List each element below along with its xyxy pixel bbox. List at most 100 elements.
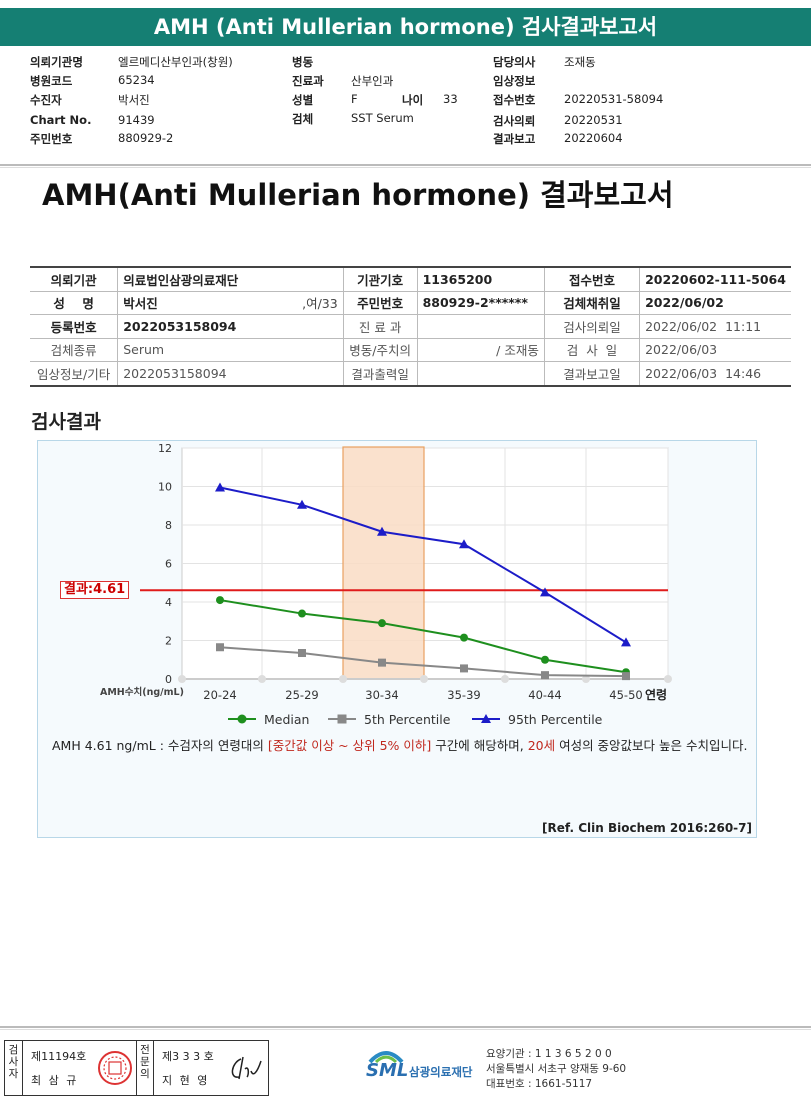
table-row: 의뢰기관 의료법인삼광의료재단 기관기호 11365200 접수번호 20220… [30, 266, 791, 292]
result-value-label: 결과:4.61 [60, 581, 130, 599]
table-cell: 결과보고일 [543, 361, 640, 387]
data-point [541, 655, 549, 664]
table-cell: 2022/06/02 [639, 291, 791, 315]
field-label: 병원코드 [30, 74, 73, 88]
table-cell: Serum [117, 338, 344, 362]
result-description: AMH 4.61 ng/mL : 수검자의 연령대의 [중간값 이상 ~ 상위 … [52, 736, 762, 755]
table-cell: 검체종류 [30, 338, 118, 362]
patient-info-table: 의뢰기관 의료법인삼광의료재단 기관기호 11365200 접수번호 20220… [30, 266, 791, 387]
divider [0, 164, 811, 166]
doctor-license: 제3 3 3 호 [162, 1050, 214, 1063]
x-tick-label: 40-44 [528, 688, 561, 702]
field-label: 나이 [402, 93, 424, 107]
x-tick-label: 20-24 [203, 688, 236, 702]
table-cell: 2022/06/03 [639, 338, 791, 362]
table-cell: 2022053158094 [117, 314, 344, 339]
table-cell [416, 314, 545, 339]
field-value: 엘르메디산부인과(창원) [118, 55, 233, 69]
axis-dot [664, 675, 672, 683]
table-cell: 접수번호 [543, 266, 640, 292]
table-cell: 의료법인삼광의료재단 [117, 266, 344, 292]
table-cell: 주민번호 [342, 291, 418, 315]
field-value: 91439 [118, 113, 155, 127]
table-cell: / 조재동 [416, 338, 545, 362]
field-label: 접수번호 [493, 93, 536, 107]
table-cell: 검 사 일 [543, 338, 640, 362]
legend-marker [237, 714, 247, 724]
legend-marker [337, 714, 347, 724]
table-row: 임상정보/기타 2022053158094 결과출력일 결과보고일 2022/0… [30, 361, 791, 387]
field-label: 검사의뢰 [493, 114, 536, 128]
y-tick-label: 8 [165, 519, 172, 532]
doctor-signature-icon [231, 1056, 262, 1080]
table-cell: 검체채취일 [543, 291, 640, 315]
field-label: 수진자 [30, 93, 62, 107]
table-cell: 의뢰기관 [30, 266, 118, 292]
desc-text: AMH 4.61 ng/mL : 수검자의 연령대의 [52, 738, 268, 753]
data-point [621, 637, 631, 647]
field-label: 의뢰기관명 [30, 55, 83, 69]
x-tick-label: 35-39 [447, 688, 480, 702]
field-label: 진료과 [292, 74, 324, 88]
legend-marker [481, 714, 491, 723]
field-value: 20220531-58094 [564, 92, 664, 106]
y-tick-label: 0 [165, 673, 172, 686]
field-value: 20220531 [564, 113, 623, 127]
field-value: 20220604 [564, 131, 623, 145]
axis-dot [258, 675, 266, 683]
y-tick-label: 6 [165, 558, 172, 571]
field-value: 65234 [118, 73, 155, 87]
table-row: 등록번호 2022053158094 진 료 과 검사의뢰일 2022/06/0… [30, 314, 791, 339]
reference-citation: [Ref. Clin Biochem 2016:260-7] [542, 821, 752, 835]
field-value: 박서진 [118, 93, 150, 107]
table-cell: 기관기호 [342, 266, 418, 292]
legend-label: 95th Percentile [508, 712, 603, 727]
data-point [460, 664, 468, 673]
tester-name: 최 삼 규 [31, 1074, 79, 1087]
table-cell: 2022/06/02 11:11 [639, 314, 791, 339]
field-label: 병동 [292, 55, 314, 69]
y-axis-label: AMH수치(ng/mL) [100, 686, 184, 698]
table-row: 검체종류 Serum 병동/주치의 / 조재동 검 사 일 2022/06/03 [30, 338, 791, 362]
table-cell: 11365200 [416, 266, 545, 292]
x-tick-label: 45-50 [609, 688, 642, 702]
x-axis-label: 연령 [645, 687, 667, 702]
field-value: 880929-2 [118, 131, 174, 145]
series-line-5th-percentile [219, 646, 627, 678]
table-cell [416, 361, 545, 387]
footer-line: 요양기관 : 1 1 3 6 5 2 0 0 [486, 1048, 612, 1060]
amh-chart: 0 2 4 6 8 10 12 20-24 25-29 30-34 35-39 40-44 45-50 연… [100, 442, 672, 727]
table-cell: 임상정보/기타 [30, 361, 118, 387]
divider [0, 167, 811, 168]
sml-logo-icon [368, 1051, 404, 1064]
data-point [460, 633, 468, 642]
table-cell: 병동/주치의 [342, 338, 418, 362]
field-value: 산부인과 [351, 74, 394, 88]
field-label: 주민번호 [30, 132, 73, 146]
footer-info: 요양기관 : 1 1 3 6 5 2 0 0 서울특별시 서초구 양재동 9-6… [486, 1047, 626, 1092]
highlight-band [342, 446, 425, 680]
axis-dot [582, 675, 590, 683]
table-cell: ,여/33 [253, 291, 344, 315]
series-line-95th-percentile [219, 486, 627, 644]
doctor-name: 지 현 영 [162, 1074, 210, 1087]
y-tick-label: 10 [158, 481, 172, 494]
legend-label: Median [264, 712, 309, 727]
y-tick-label: 12 [158, 442, 172, 455]
tester-seal-icon [98, 1051, 132, 1085]
data-point [541, 671, 549, 680]
data-point [298, 609, 306, 618]
divider [0, 1029, 811, 1030]
axis-dot [501, 675, 509, 683]
x-tick-label: 25-29 [285, 688, 318, 702]
logo-text: SML [366, 1060, 409, 1081]
table-cell: 결과출력일 [342, 361, 418, 387]
data-point [622, 672, 630, 681]
table-cell: 880929-2****** [416, 291, 545, 315]
field-label: 임상정보 [493, 74, 536, 88]
data-point [459, 539, 469, 549]
report-title-bar: AMH (Anti Mullerian hormone) 검사결과보고서 [0, 8, 811, 46]
x-tick-label: 30-34 [365, 688, 398, 702]
y-tick-label: 4 [165, 596, 172, 609]
footer-line: 대표번호 : 1661-5117 [486, 1078, 593, 1090]
